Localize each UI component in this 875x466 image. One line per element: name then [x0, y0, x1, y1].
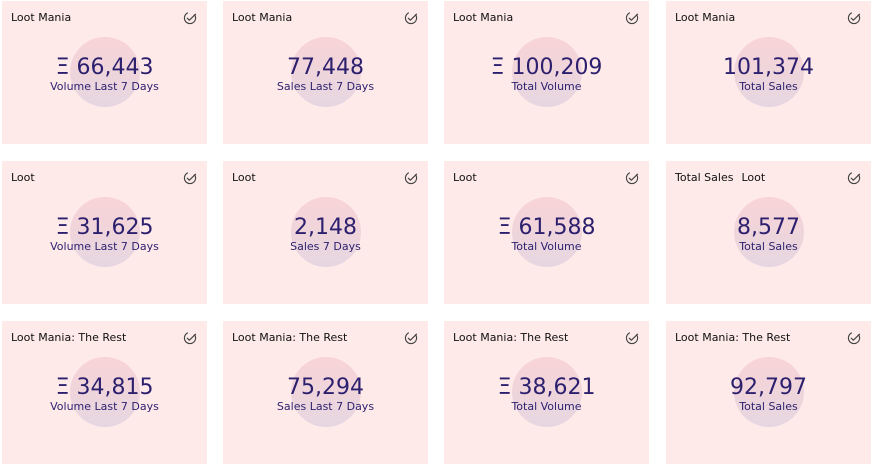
metric-label: Total Sales — [739, 80, 798, 93]
metric-label: Total Sales — [739, 400, 798, 413]
stat-card: Loot Mania: The Rest Ξ 34,815 Volume Las… — [2, 321, 207, 464]
stat-card: Loot Ξ 61,588 Total Volume — [444, 161, 649, 304]
stat-card: Loot Mania: The Rest 75,294 Sales Last 7… — [223, 321, 428, 464]
metric-value: Ξ 61,588 — [497, 215, 596, 240]
card-title: Loot — [453, 171, 477, 184]
metric-value: Ξ 100,209 — [490, 55, 603, 80]
background-blob — [291, 37, 361, 107]
metric-value: Ξ 34,815 — [55, 375, 154, 400]
metric-label: Total Volume — [511, 80, 582, 93]
card-title: Total Sales Loot — [675, 171, 766, 184]
check-circle-icon[interactable] — [183, 11, 197, 25]
card-title: Loot Mania: The Rest — [232, 331, 348, 344]
metric-value: Ξ 38,621 — [497, 375, 596, 400]
metric-label: Volume Last 7 Days — [50, 240, 159, 253]
background-blob — [734, 37, 804, 107]
metric-value: 8,577 — [737, 215, 800, 240]
metric-label: Sales 7 Days — [290, 240, 361, 253]
check-circle-icon[interactable] — [404, 331, 418, 345]
background-blob — [70, 357, 140, 427]
stat-card: Loot Mania Ξ 66,443 Volume Last 7 Days — [2, 1, 207, 144]
metric-label: Total Volume — [511, 400, 582, 413]
metric-value: 2,148 — [294, 215, 357, 240]
check-circle-icon[interactable] — [404, 11, 418, 25]
check-circle-icon[interactable] — [847, 171, 861, 185]
metric-label: Total Volume — [511, 240, 582, 253]
check-circle-icon[interactable] — [847, 331, 861, 345]
stat-card: Loot Mania: The Rest Ξ 38,621 Total Volu… — [444, 321, 649, 464]
metric-label: Sales Last 7 Days — [276, 400, 375, 413]
card-title: Loot Mania — [11, 11, 72, 24]
background-blob — [734, 357, 804, 427]
stat-card: Total Sales Loot 8,577 Total Sales — [666, 161, 871, 304]
background-blob — [512, 37, 582, 107]
check-circle-icon[interactable] — [183, 331, 197, 345]
background-blob — [512, 197, 582, 267]
background-blob — [70, 37, 140, 107]
metric-label: Volume Last 7 Days — [50, 400, 159, 413]
metric-label: Volume Last 7 Days — [50, 80, 159, 93]
stat-card: Loot Mania 77,448 Sales Last 7 Days — [223, 1, 428, 144]
stat-card: Loot Mania Ξ 100,209 Total Volume — [444, 1, 649, 144]
metric-value: Ξ 31,625 — [55, 215, 154, 240]
background-blob — [512, 357, 582, 427]
card-title: Loot Mania: The Rest — [675, 331, 791, 344]
check-circle-icon[interactable] — [847, 11, 861, 25]
check-circle-icon[interactable] — [404, 171, 418, 185]
stat-card: Loot 2,148 Sales 7 Days — [223, 161, 428, 304]
metric-value: Ξ 66,443 — [55, 55, 154, 80]
metric-label: Total Sales — [739, 240, 798, 253]
card-title: Loot Mania: The Rest — [11, 331, 127, 344]
background-blob — [291, 357, 361, 427]
background-blob — [734, 197, 804, 267]
stat-card: Loot Ξ 31,625 Volume Last 7 Days — [2, 161, 207, 304]
check-circle-icon[interactable] — [625, 171, 639, 185]
stat-card: Loot Mania: The Rest 92,797 Total Sales — [666, 321, 871, 464]
card-title: Loot Mania — [453, 11, 514, 24]
metric-value: 101,374 — [723, 55, 814, 80]
card-title: Loot Mania: The Rest — [453, 331, 569, 344]
stat-card: Loot Mania 101,374 Total Sales — [666, 1, 871, 144]
card-subtitle: Loot — [741, 171, 766, 184]
check-circle-icon[interactable] — [625, 11, 639, 25]
metric-value: 75,294 — [287, 375, 364, 400]
metric-label: Sales Last 7 Days — [276, 80, 375, 93]
metric-value: 92,797 — [730, 375, 807, 400]
check-circle-icon[interactable] — [625, 331, 639, 345]
card-title: Loot Mania — [675, 11, 736, 24]
background-blob — [70, 197, 140, 267]
metric-value: 77,448 — [287, 55, 364, 80]
background-blob — [291, 197, 361, 267]
card-title: Loot Mania — [232, 11, 293, 24]
card-title: Loot — [11, 171, 35, 184]
card-title: Loot — [232, 171, 256, 184]
check-circle-icon[interactable] — [183, 171, 197, 185]
